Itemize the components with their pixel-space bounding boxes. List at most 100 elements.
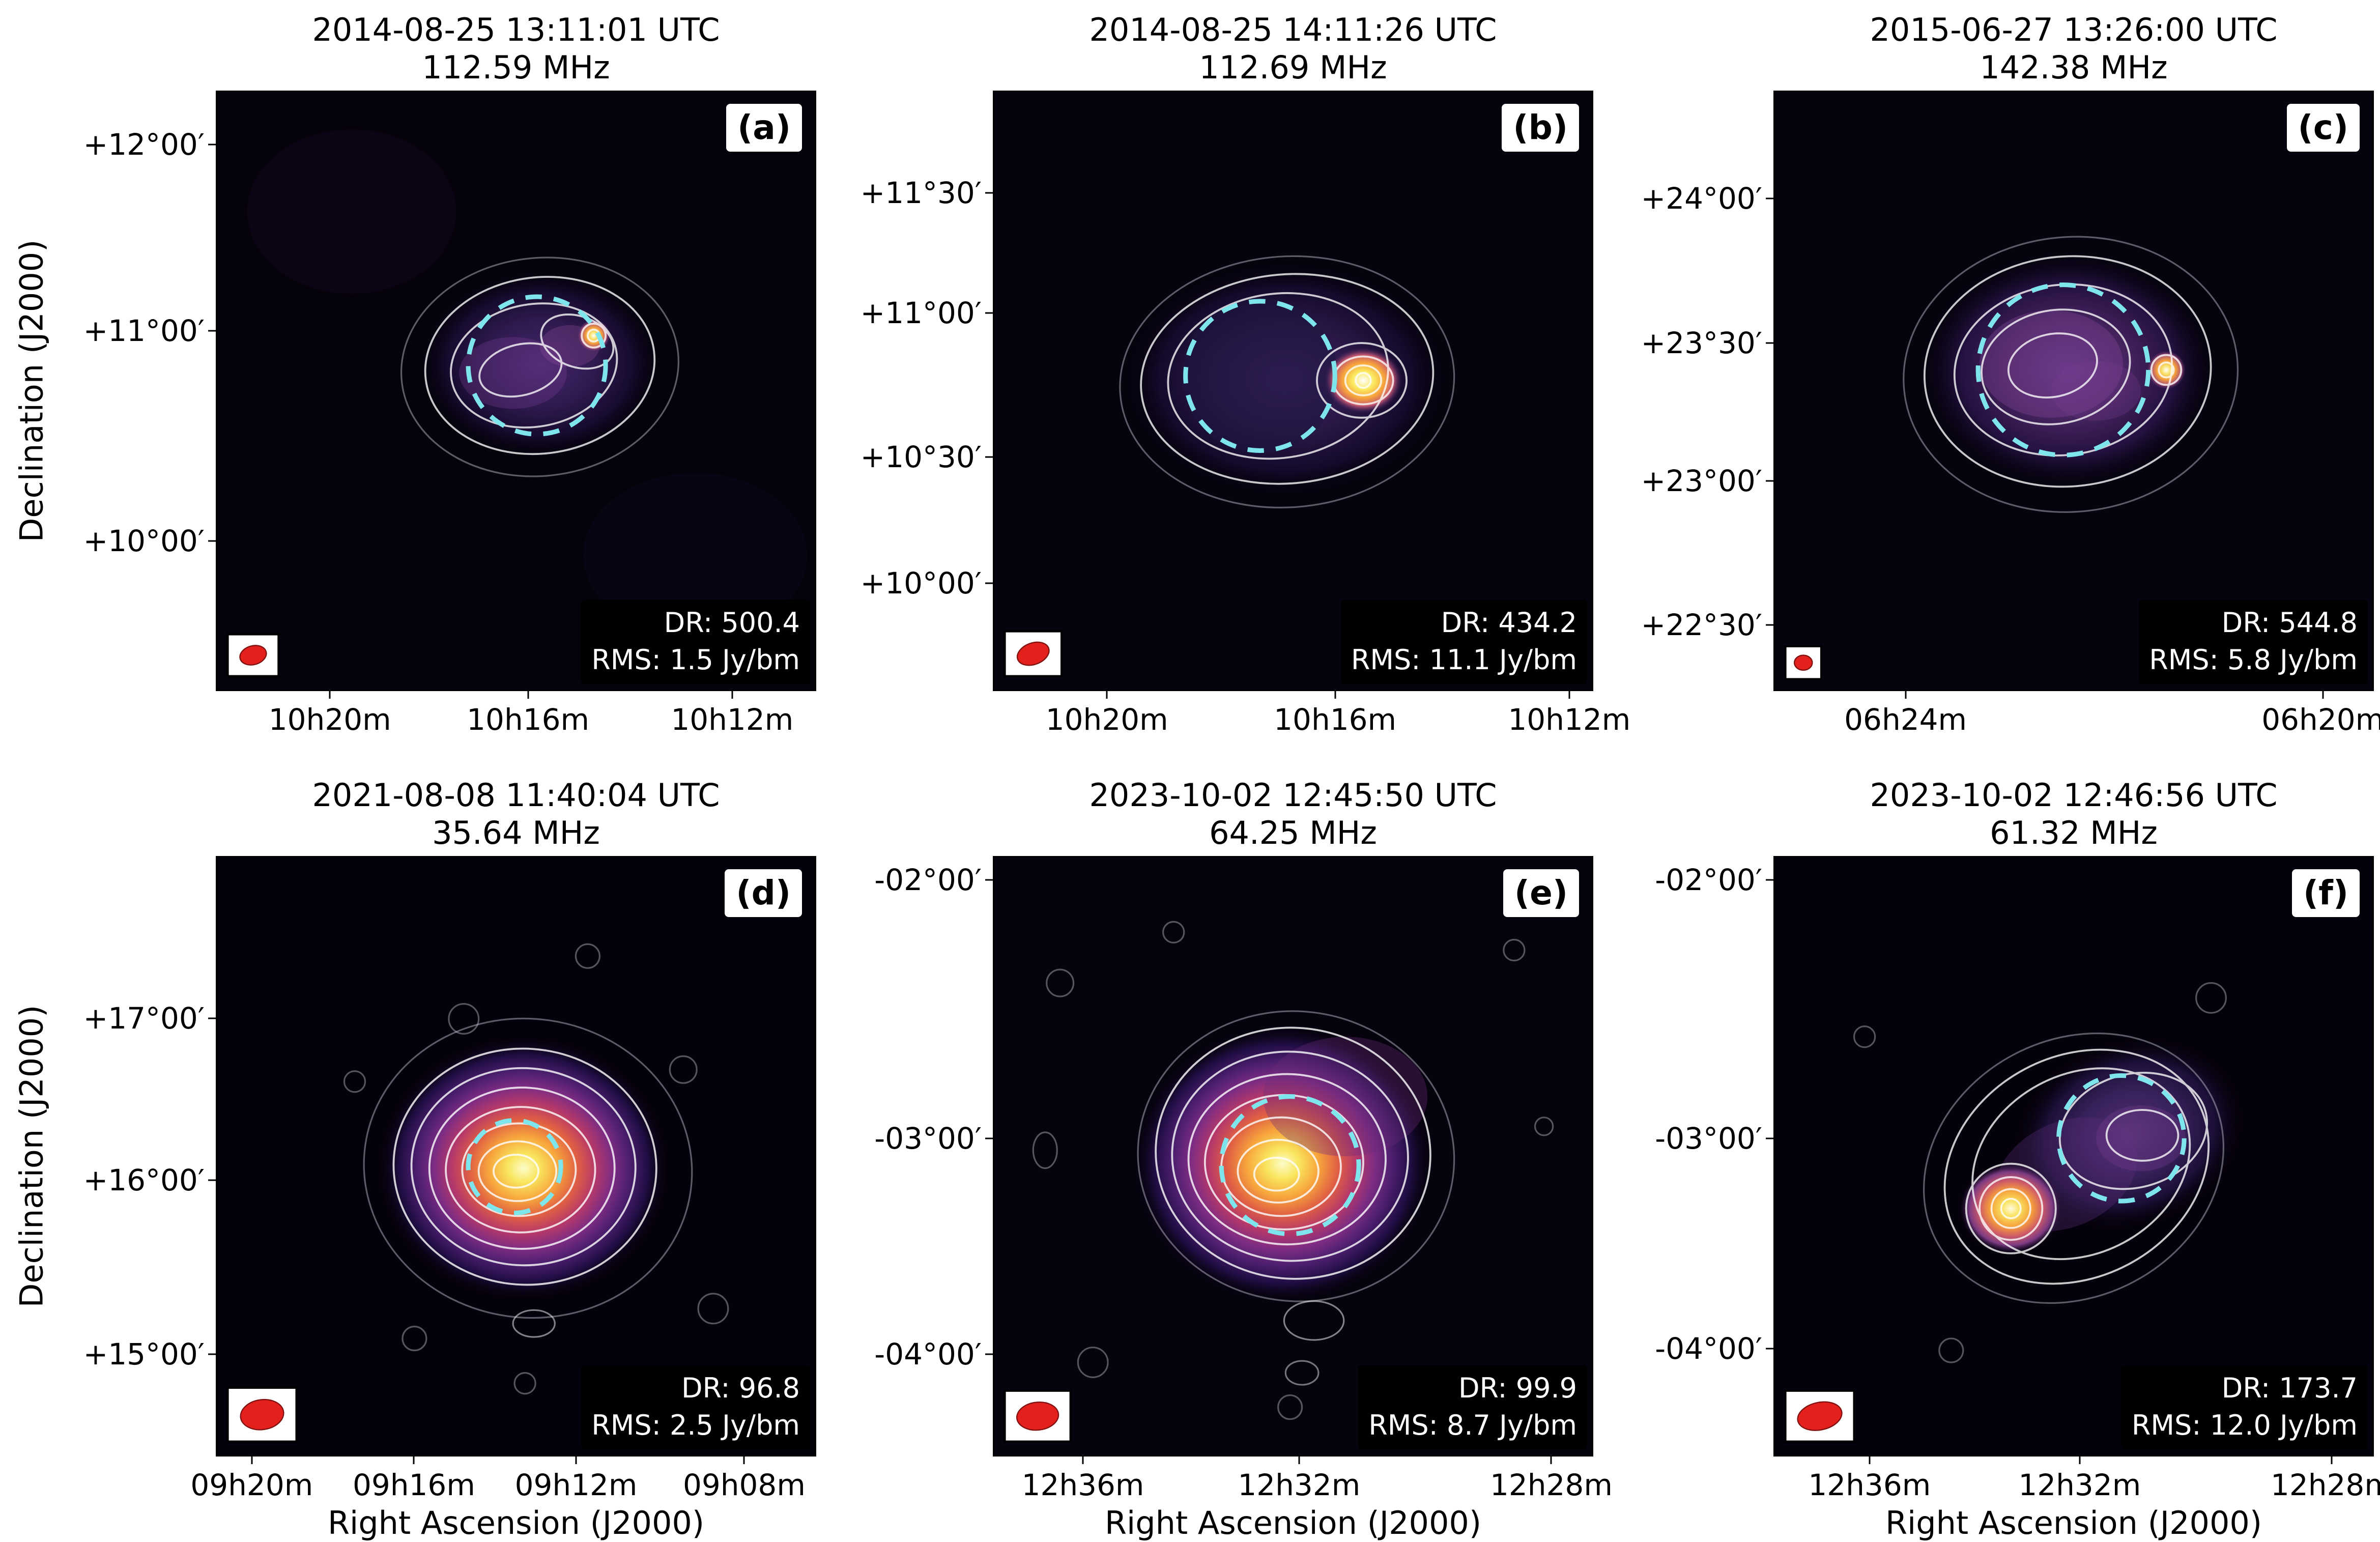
x-tick-label: 12h32m xyxy=(2018,1468,2141,1502)
y-tick-label: +15°00′ xyxy=(83,1337,205,1372)
panel-stats: DR: 544.8 RMS: 5.8 Jy/bm xyxy=(2139,599,2368,684)
y-tick-mark xyxy=(985,192,993,194)
y-tick-mark xyxy=(1766,1348,1773,1350)
x-tick-mark xyxy=(1568,691,1570,699)
panel-stats: DR: 173.7 RMS: 12.0 Jy/bm xyxy=(2121,1365,2368,1449)
overlay-circle xyxy=(1183,299,1337,453)
overlay-circle xyxy=(466,294,608,437)
y-tick-label: +23°30′ xyxy=(1641,325,1762,360)
panel-letter: (f) xyxy=(2291,869,2360,917)
panel-title: 2015-06-27 13:26:00 UTC 142.38 MHz xyxy=(1870,11,2277,87)
dr-value: DR: 173.7 xyxy=(2221,1372,2358,1405)
y-tick-mark xyxy=(208,1179,216,1181)
radio-image xyxy=(216,91,816,691)
y-tick-label: +10°00′ xyxy=(83,524,205,558)
x-tick-mark xyxy=(731,691,733,699)
beam-ellipse xyxy=(1784,645,1823,680)
y-tick-mark xyxy=(985,879,993,881)
x-tick-mark xyxy=(743,1457,745,1464)
y-tick-mark xyxy=(985,1137,993,1139)
panel-letter: (c) xyxy=(2286,104,2360,152)
panel-stats: DR: 500.4 RMS: 1.5 Jy/bm xyxy=(581,599,810,684)
y-tick-label: +16°00′ xyxy=(83,1163,205,1198)
x-tick-label: 10h20m xyxy=(1045,702,1168,737)
radio-image xyxy=(1773,856,2374,1457)
dr-value: DR: 96.8 xyxy=(681,1372,800,1405)
panel-title: 2014-08-25 13:11:01 UTC 112.59 MHz xyxy=(312,11,720,87)
beam-ellipse xyxy=(226,633,280,677)
panel-letter: (d) xyxy=(725,869,802,917)
panel-title-utc: 2014-08-25 13:11:01 UTC xyxy=(312,11,720,48)
y-tick-mark xyxy=(208,330,216,332)
panel-title-freq: 64.25 MHz xyxy=(1209,814,1377,852)
x-tick-mark xyxy=(2322,691,2324,699)
y-tick-mark xyxy=(1766,480,1773,482)
x-tick-label: 10h16m xyxy=(1274,702,1397,737)
y-tick-label: +10°30′ xyxy=(860,439,982,474)
panel-title-freq: 35.64 MHz xyxy=(432,814,600,852)
dr-value: DR: 544.8 xyxy=(2221,607,2358,639)
x-tick-mark xyxy=(1298,1457,1300,1464)
radio-image xyxy=(993,856,1593,1457)
y-tick-label: +11°00′ xyxy=(83,313,205,348)
y-tick-label: +24°00′ xyxy=(1641,181,1762,216)
beam-ellipse xyxy=(1784,1389,1855,1443)
panel-title-utc: 2014-08-25 14:11:26 UTC xyxy=(1089,11,1497,48)
x-tick-mark xyxy=(1106,691,1108,699)
x-axis-label-col2: Right Ascension (J2000) xyxy=(1104,1504,1482,1541)
y-tick-label: +22°30′ xyxy=(1641,608,1762,643)
panel-stats: DR: 434.2 RMS: 11.1 Jy/bm xyxy=(1340,599,1587,684)
panel-title-utc: 2021-08-08 11:40:04 UTC xyxy=(312,777,720,814)
panel-title-freq: 112.59 MHz xyxy=(422,49,610,87)
x-tick-mark xyxy=(527,691,529,699)
x-tick-label: 12h28m xyxy=(2270,1468,2380,1502)
y-tick-label: +10°00′ xyxy=(860,565,982,601)
x-tick-label: 10h12m xyxy=(1508,702,1631,737)
panel-title-utc: 2023-10-02 12:45:50 UTC xyxy=(1089,777,1497,814)
y-tick-mark xyxy=(1766,197,1773,199)
x-tick-mark xyxy=(413,1457,415,1464)
panel-stats: DR: 96.8 RMS: 2.5 Jy/bm xyxy=(581,1365,810,1449)
x-tick-label: 12h32m xyxy=(1238,1468,1361,1502)
x-tick-mark xyxy=(1905,691,1907,699)
panel-letter: (e) xyxy=(1503,869,1579,917)
y-tick-mark xyxy=(985,456,993,458)
x-tick-mark xyxy=(2079,1457,2081,1464)
panel-title: 2014-08-25 14:11:26 UTC 112.69 MHz xyxy=(1089,11,1497,87)
y-tick-mark xyxy=(1766,1137,1773,1139)
overlay-circle xyxy=(2056,1073,2187,1204)
panel-title-utc: 2015-06-27 13:26:00 UTC xyxy=(1870,11,2278,48)
dr-value: DR: 99.9 xyxy=(1458,1372,1577,1405)
y-tick-label: +17°00′ xyxy=(83,1001,205,1036)
x-tick-label: 09h16m xyxy=(352,1468,475,1502)
panel-title: 2023-10-02 12:45:50 UTC 64.25 MHz xyxy=(1089,777,1497,852)
y-axis-label-row1: Declination (J2000) xyxy=(13,239,50,542)
panel-f: 2023-10-02 12:46:56 UTC 61.32 MHz xyxy=(1655,777,2380,1502)
rms-value: RMS: 2.5 Jy/bm xyxy=(591,1409,800,1442)
y-tick-mark xyxy=(208,144,216,146)
rms-value: RMS: 8.7 Jy/bm xyxy=(1368,1409,1577,1442)
panel-d: 2021-08-08 11:40:04 UTC 35.64 MHz xyxy=(83,777,816,1502)
x-tick-mark xyxy=(329,691,331,699)
x-tick-label: 09h20m xyxy=(190,1468,313,1502)
y-tick-label: -02°00′ xyxy=(874,863,982,898)
panel-title-freq: 142.38 MHz xyxy=(1980,49,2168,87)
x-tick-label: 12h36m xyxy=(1808,1468,1931,1502)
x-tick-label: 12h36m xyxy=(1021,1468,1144,1502)
panel-letter: (b) xyxy=(1502,104,1579,152)
panel-title: 2021-08-08 11:40:04 UTC 35.64 MHz xyxy=(312,777,720,852)
x-tick-label: 10h16m xyxy=(467,702,590,737)
rms-value: RMS: 1.5 Jy/bm xyxy=(591,644,800,676)
y-tick-mark xyxy=(1766,879,1773,881)
panel-b: 2014-08-25 14:11:26 UTC 112.69 MHz xyxy=(861,11,1631,737)
panel-c: 2015-06-27 13:26:00 UTC 142.38 MHz xyxy=(1641,11,2380,737)
x-tick-mark xyxy=(1334,691,1336,699)
y-tick-mark xyxy=(985,582,993,584)
x-axis-label-col3: Right Ascension (J2000) xyxy=(1885,1504,2262,1541)
x-tick-mark xyxy=(1869,1457,1871,1464)
y-tick-mark xyxy=(985,312,993,314)
x-tick-mark xyxy=(575,1457,577,1464)
y-tick-mark xyxy=(985,1353,993,1355)
x-tick-mark xyxy=(251,1457,253,1464)
